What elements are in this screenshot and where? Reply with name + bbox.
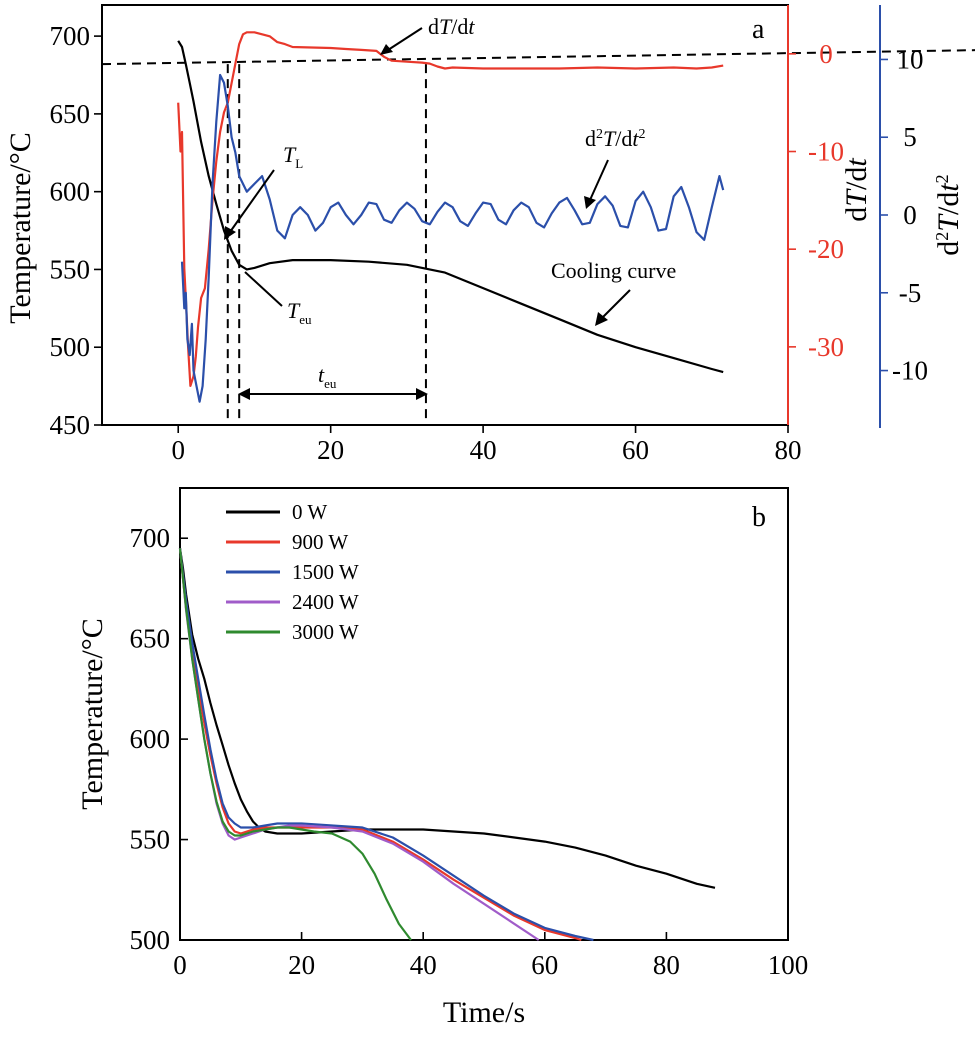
y-tick-label: 550: [130, 825, 171, 855]
annotation-d2tdt2: d2T/dt2: [584, 126, 646, 209]
svg-text:Cooling curve: Cooling curve: [551, 258, 676, 283]
panel-a-reference-lines: [101, 49, 975, 425]
x-tick-label: 40: [410, 950, 437, 980]
y-tick-label: 650: [50, 99, 91, 129]
annotation-cooling-curve: Cooling curve: [551, 258, 676, 326]
dtdt-tick-label: 0: [819, 39, 833, 69]
legend-label-0-w: 0 W: [292, 500, 327, 524]
svg-text:TL: TL: [283, 142, 303, 171]
series-right2-line: [180, 73, 725, 403]
legend-label-2400-w: 2400 W: [292, 590, 359, 614]
d2tdt2-tick-label: 5: [903, 122, 917, 152]
svg-text:Teu: Teu: [287, 298, 312, 327]
series-line-0-w: [178, 548, 716, 889]
panel-b-chart: 0 20 40 60 80 100 500 550 600 650 700 0 W 900 W 150…: [76, 487, 808, 1029]
panel-b-frame: [179, 487, 789, 941]
x-tick-label: 80: [775, 435, 802, 465]
svg-text:d2T/dt2: d2T/dt2: [585, 126, 646, 151]
legend-label-900-w: 900 W: [292, 530, 348, 554]
reference-line-horizontal: [101, 49, 975, 66]
panel-a-left-axis: 450 500 550 600 650 700: [50, 21, 102, 440]
dtdt-tick-label: -20: [808, 234, 844, 264]
panel-a-d2tdt2-axis: -10 -5 0 5 10: [880, 44, 928, 386]
panel-b-x-axis: 0 20 40 60 80 100: [173, 932, 808, 980]
svg-text:dT/dt: dT/dt: [428, 14, 475, 39]
panel-b-legend: 0 W 900 W 1500 W 2400 W 3000 W: [226, 500, 359, 644]
y-tick-label: 600: [50, 177, 91, 207]
series-right1-line: [177, 31, 724, 387]
d2tdt2-tick-label: -5: [899, 278, 922, 308]
x-tick-label: 0: [173, 950, 187, 980]
panel-b-y-label: Temperature/°C: [76, 618, 109, 810]
panel-a-series: [177, 31, 725, 403]
y-tick-label: 500: [130, 925, 171, 955]
annotation-dtdt: dT/dt: [380, 14, 475, 55]
panel-a-dtdt-axis: -30 -20 -10 0: [788, 39, 844, 362]
x-tick-label: 60: [622, 435, 649, 465]
y-tick-label: 450: [50, 410, 91, 440]
d2tdt2-tick-label: 0: [903, 200, 917, 230]
panel-b-y-axis: 500 550 600 650 700: [130, 523, 188, 955]
y-tick-label: 700: [50, 21, 91, 51]
panel-a-x-axis: 0 20 40 60 80: [171, 425, 802, 465]
y-tick-label: 550: [50, 254, 91, 284]
series-line-3000-w: [178, 548, 412, 941]
legend-label-1500-w: 1500 W: [292, 560, 359, 584]
legend-label-3000-w: 3000 W: [292, 620, 359, 644]
annotation-teu: Teu: [244, 271, 312, 327]
x-tick-label: 20: [317, 435, 344, 465]
y-tick-label: 700: [130, 523, 171, 553]
d2tdt2-axis-label: d2T/dt2: [932, 174, 965, 255]
y-tick-label: 650: [130, 624, 171, 654]
y-tick-label: 600: [130, 724, 171, 754]
svg-text:teu: teu: [318, 362, 337, 391]
annotation-teu-duration: teu: [238, 362, 428, 400]
x-tick-label: 20: [288, 950, 315, 980]
d2tdt2-tick-label: -10: [892, 356, 928, 386]
dtdt-tick-label: -30: [808, 332, 844, 362]
panel-b-x-label: Time/s: [443, 996, 525, 1029]
x-tick-label: 40: [470, 435, 497, 465]
series-line-2400-w: [178, 548, 540, 941]
panel-a-letter: a: [752, 14, 765, 45]
series-line-900-w: [178, 548, 582, 942]
x-tick-label: 60: [531, 950, 558, 980]
dtdt-axis-label: dT/dt: [840, 158, 873, 222]
x-tick-label: 0: [171, 435, 185, 465]
panel-a-y-label: Temperature/°C: [4, 132, 37, 324]
panel-b-letter: b: [752, 502, 766, 533]
dtdt-tick-label: -10: [808, 137, 844, 167]
series-line-1500-w: [178, 548, 594, 942]
series-left-line: [177, 40, 724, 374]
y-tick-label: 500: [50, 332, 91, 362]
x-tick-label: 100: [768, 950, 809, 980]
d2tdt2-tick-label: 10: [897, 44, 924, 74]
panel-b-series: [178, 548, 716, 942]
x-tick-label: 80: [653, 950, 680, 980]
